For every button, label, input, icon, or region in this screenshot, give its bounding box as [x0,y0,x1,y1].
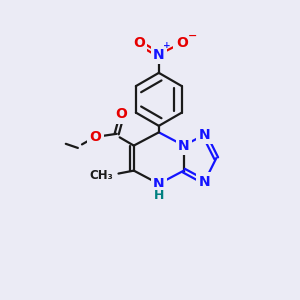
Text: N: N [153,177,165,191]
Text: O: O [133,36,145,50]
Text: +: + [163,41,170,50]
Text: CH₃: CH₃ [89,169,113,182]
Text: H: H [154,189,164,202]
Text: O: O [176,36,188,50]
Text: N: N [199,175,210,189]
Text: N: N [153,48,165,62]
Text: N: N [199,128,210,142]
Text: O: O [115,107,127,121]
Text: O: O [90,130,101,144]
Text: N: N [178,139,190,153]
Text: −: − [188,31,197,41]
